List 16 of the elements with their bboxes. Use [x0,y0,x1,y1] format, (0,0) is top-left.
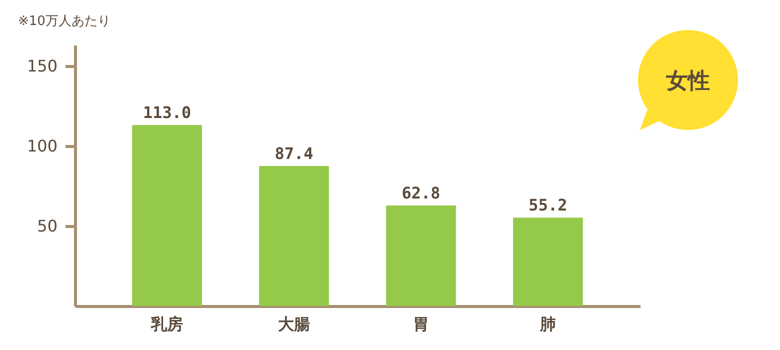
y-tick-label: 100 [26,136,58,156]
bar [386,205,456,306]
bar [259,166,329,306]
x-tick-label: 大腸 [278,314,310,334]
data-label: 87.4 [274,144,314,164]
y-tick-label: 50 [37,216,58,236]
x-tick-label: 肺 [538,314,556,334]
bar [513,218,583,306]
data-label: 62.8 [402,183,440,202]
data-label: 113.0 [142,103,192,122]
bar [132,125,202,306]
text: ※10万人あたり [18,13,110,30]
x-tick-label: 胃 [412,314,429,334]
x-tick-label: 乳房 [150,314,184,334]
y-tick-label: 150 [26,56,58,76]
data-label: 55.2 [528,196,568,215]
